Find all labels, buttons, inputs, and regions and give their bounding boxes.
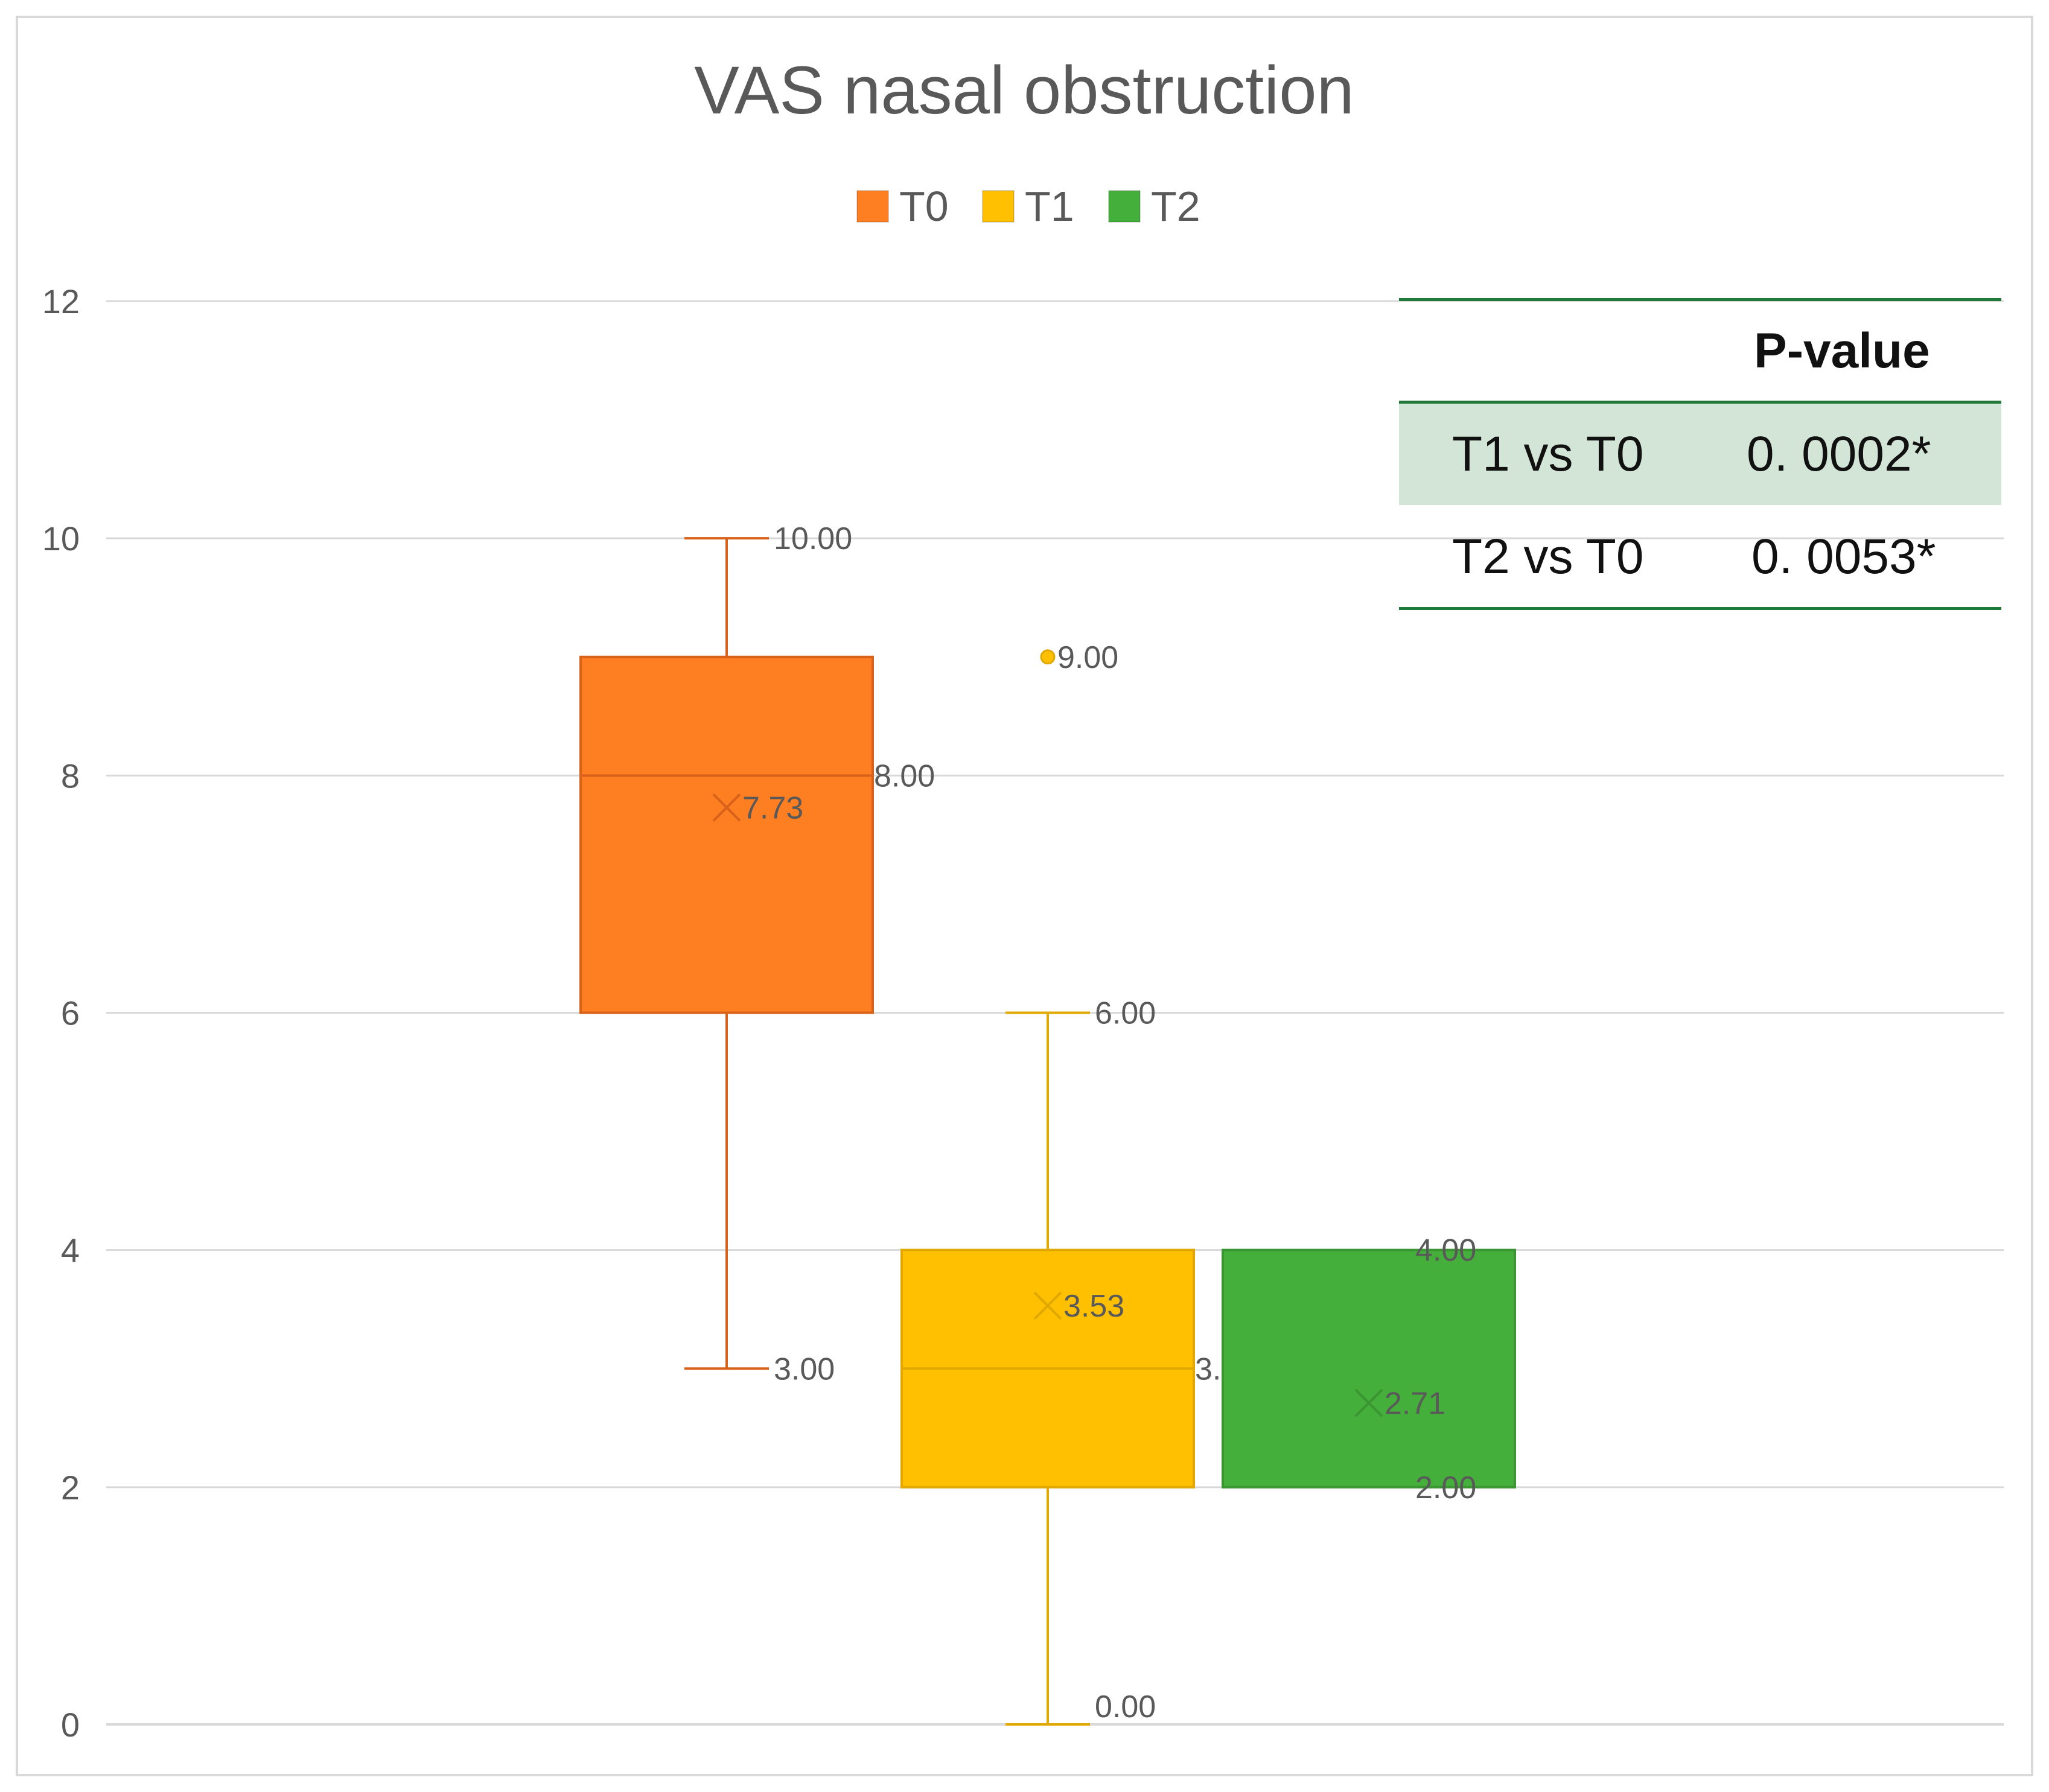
mean-marker — [712, 793, 741, 822]
mean-marker — [1033, 1291, 1062, 1320]
data-label: 0.00 — [1095, 1689, 1156, 1724]
y-tick-label: 2 — [61, 1469, 80, 1507]
comparison-label: T1 vs T0 — [1452, 427, 1644, 481]
legend-label: T2 — [1151, 183, 1200, 230]
data-label: 7.73 — [742, 790, 803, 825]
box-t2 — [1222, 1248, 1516, 1489]
table-top-rule — [1399, 298, 2001, 301]
comparison-label: T2 vs T0 — [1452, 529, 1644, 584]
data-label: 10.00 — [774, 521, 852, 556]
pvalue-table: P-value T1 vs T0 0. 0002* T2 vs T0 0. 00… — [1399, 298, 2001, 612]
y-tick-label: 8 — [61, 757, 80, 795]
data-label: 9.00 — [1057, 640, 1118, 675]
chart-border — [16, 16, 2033, 1776]
legend-swatch — [982, 190, 1015, 223]
y-tick-label: 12 — [42, 282, 80, 320]
legend-swatch — [856, 190, 889, 223]
box-t0 — [579, 655, 874, 1014]
table-header-row: P-value — [1399, 300, 2001, 402]
table-row: T2 vs T0 0. 0053* — [1399, 506, 2001, 608]
table-row: T1 vs T0 0. 0002* — [1399, 404, 2001, 505]
data-label: 2.00 — [1415, 1470, 1476, 1505]
outlier-point — [1040, 649, 1056, 665]
data-label: 3.00 — [774, 1352, 835, 1387]
y-tick-label: 4 — [61, 1231, 80, 1269]
pvalue-cell: 0. 0002* — [1747, 427, 1931, 481]
y-tick-label: 0 — [61, 1706, 80, 1744]
data-label: 3.53 — [1063, 1289, 1124, 1324]
data-label: 8.00 — [874, 758, 935, 793]
y-tick-label: 6 — [61, 994, 80, 1032]
mean-marker — [1354, 1388, 1383, 1417]
table-bottom-rule — [1399, 607, 2001, 610]
legend-label: T0 — [899, 183, 949, 230]
data-label: 6.00 — [1095, 996, 1156, 1031]
table-header-rule — [1399, 401, 2001, 404]
y-tick-label: 10 — [42, 519, 80, 558]
legend-swatch — [1108, 190, 1141, 223]
chart-title: VAS nasal obstruction — [694, 52, 1354, 128]
pvalue-header: P-value — [1754, 323, 1930, 378]
pvalue-cell: 0. 0053* — [1751, 529, 1936, 584]
data-label: 4.00 — [1415, 1233, 1476, 1268]
data-label: 2.71 — [1385, 1386, 1445, 1421]
legend-label: T1 — [1025, 183, 1074, 230]
